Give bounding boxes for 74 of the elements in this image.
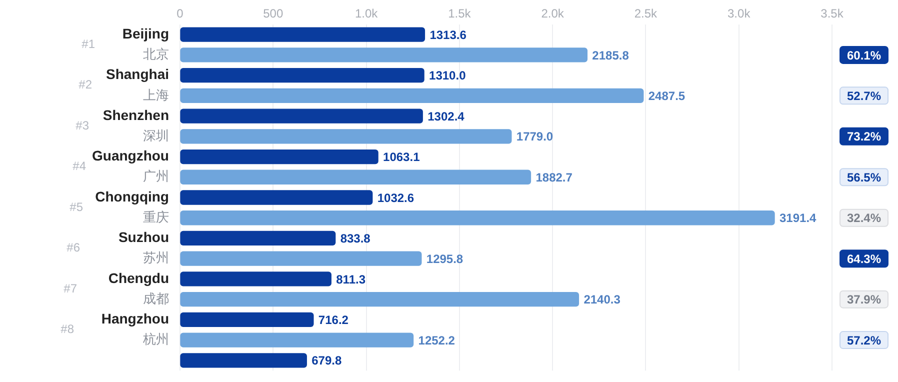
bar — [180, 48, 588, 62]
data-label: 1310.0 — [429, 68, 466, 83]
y-tick-label: 苏州 — [143, 250, 169, 266]
data-label: 1032.6 — [377, 190, 414, 205]
data-label: 1252.2 — [418, 333, 456, 348]
data-label: 1063.1 — [383, 150, 420, 164]
text: 64.3% — [846, 252, 882, 266]
bar — [180, 149, 378, 164]
bar — [180, 190, 373, 205]
y-tick-label: Chongqing — [95, 188, 169, 204]
bar — [180, 292, 580, 307]
data-label: 716.2 — [318, 313, 349, 327]
text: 52.7% — [846, 88, 882, 103]
data-label: 2487.5 — [648, 88, 686, 103]
data-label: 3191.4 — [780, 211, 817, 226]
text: #7 — [64, 281, 78, 296]
x-tick-label: 1.0k — [354, 6, 379, 21]
x-tick-label: 1.5k — [448, 6, 472, 21]
text: 56.5% — [846, 170, 882, 184]
y-tick-label: Hangzhou — [101, 310, 169, 327]
bar — [180, 88, 644, 104]
x-tick-label: 3.5k — [820, 6, 844, 21]
bar — [180, 312, 314, 328]
data-label: 2185.8 — [592, 48, 630, 62]
text: #2 — [78, 78, 92, 92]
y-tick-label: Suzhou — [118, 229, 169, 246]
x-tick-label: 0 — [176, 6, 184, 21]
bar — [180, 68, 424, 83]
text: #5 — [70, 200, 84, 214]
data-label: 1302.4 — [428, 109, 465, 124]
bar — [180, 170, 532, 184]
bar — [180, 332, 414, 348]
bar — [180, 272, 332, 286]
text: #6 — [66, 240, 80, 255]
y-tick-label: 成都 — [143, 290, 169, 306]
y-tick-label: Chengdu — [108, 270, 169, 286]
y-tick-label: 广州 — [143, 168, 169, 184]
bar — [180, 251, 422, 266]
x-tick-label: 500 — [263, 6, 284, 21]
data-label: 833.8 — [340, 232, 371, 246]
bar — [180, 210, 775, 226]
data-label: 2140.3 — [584, 292, 621, 307]
text: 60.1% — [846, 48, 882, 62]
data-label: 1313.6 — [430, 28, 467, 42]
text: #4 — [72, 159, 86, 174]
text: #1 — [82, 36, 96, 51]
y-tick-label: 上海 — [143, 87, 169, 102]
data-label: 679.8 — [312, 354, 342, 368]
bar — [180, 230, 336, 246]
text: 73.2% — [846, 130, 882, 144]
bar — [180, 353, 307, 368]
x-tick-label: 2.0k — [541, 6, 565, 21]
y-tick-label: Beijing — [122, 25, 169, 42]
y-tick-label: Guangzhou — [92, 148, 169, 164]
y-tick-label: 杭州 — [142, 332, 169, 347]
y-tick-label: Shanghai — [106, 66, 169, 82]
data-label: 1779.0 — [516, 130, 554, 144]
data-label: 1882.7 — [536, 170, 573, 184]
x-tick-label: 3.0k — [728, 6, 752, 21]
y-tick-label: 北京 — [143, 46, 169, 62]
bar — [180, 129, 512, 144]
text: 57.2% — [846, 333, 882, 348]
text: #3 — [76, 118, 90, 132]
y-tick-label: 深圳 — [143, 128, 169, 143]
text: #8 — [60, 322, 74, 336]
text: 37.9% — [846, 292, 882, 307]
bar — [180, 27, 426, 42]
y-tick-label: Shenzhen — [102, 106, 169, 123]
y-tick-label: 重庆 — [143, 209, 169, 224]
data-label: 1295.8 — [426, 252, 464, 266]
data-label: 811.3 — [336, 272, 366, 286]
x-tick-label: 2.5k — [634, 6, 658, 21]
bar — [180, 108, 423, 124]
text: 32.4% — [846, 211, 882, 226]
